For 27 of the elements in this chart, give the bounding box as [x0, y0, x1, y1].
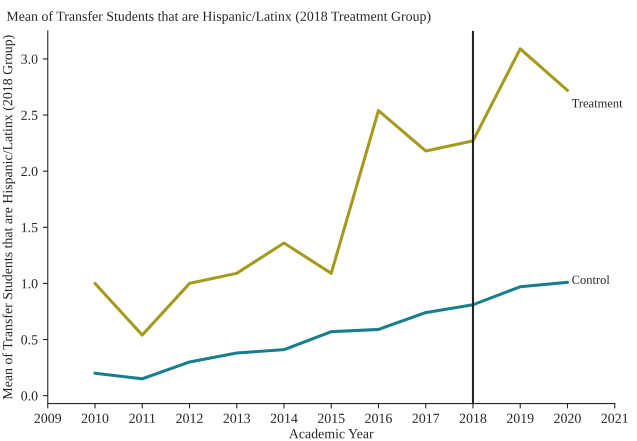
- y-tick-label: 2.0: [21, 166, 38, 176]
- x-tick-label: 2009: [34, 414, 62, 424]
- series-label: Control: [572, 275, 610, 284]
- series-label: Treatment: [572, 99, 622, 108]
- x-tick-label: 2021: [601, 414, 628, 424]
- x-tick-label: 2017: [412, 414, 440, 424]
- x-tick-label: 2019: [506, 414, 534, 424]
- line-series: [93, 280, 569, 380]
- x-tick-label: 2013: [223, 414, 250, 424]
- chart-title: Mean of Transfer Students that are Hispanic/Latinx (2018 Treatment Group): [6, 11, 430, 24]
- x-tick-label: 2020: [554, 414, 581, 424]
- y-tick-label: 1.5: [22, 222, 38, 232]
- y-axis-title: Mean of Transfer Students that are Hispanic/Latinx (2018 Group): [2, 35, 16, 400]
- line-series: [93, 47, 569, 337]
- y-tick-label: 2.5: [21, 110, 38, 120]
- y-tick-label: 1.0: [22, 279, 38, 288]
- x-axis-title: Academic Year: [288, 428, 374, 438]
- x-tick-label: 2011: [129, 414, 156, 424]
- x-tick-label: 2015: [318, 414, 345, 424]
- x-tick-label: 2016: [365, 414, 392, 424]
- y-tick-label: 0.5: [21, 335, 38, 345]
- x-tick-label: 2010: [82, 414, 108, 424]
- x-tick-label: 2012: [176, 414, 203, 424]
- y-tick-label: 0.0: [21, 391, 38, 401]
- x-tick-label: 2014: [270, 414, 298, 424]
- y-tick-label: 3.0: [21, 54, 38, 64]
- x-tick-label: 2018: [460, 414, 486, 424]
